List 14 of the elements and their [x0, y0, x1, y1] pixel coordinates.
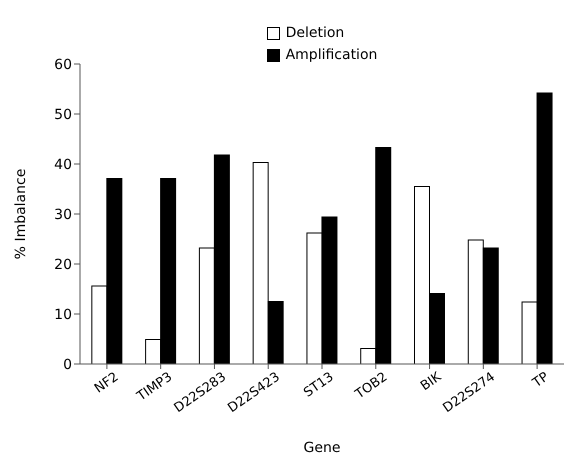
y-tick-label: 40	[54, 156, 72, 173]
legend-label: Amplification	[286, 46, 378, 65]
x-axis-title: Gene	[304, 440, 340, 456]
y-tick-label: 20	[54, 256, 72, 273]
y-tick-label: 10	[54, 306, 72, 323]
y-axis-title: % Imbalance	[12, 168, 29, 260]
legend-label: Deletion	[286, 24, 344, 43]
x-tick-label: BIK	[418, 369, 445, 394]
y-tick-label: 50	[54, 106, 72, 123]
y-tick-label: 30	[54, 206, 72, 223]
y-tick-label: 0	[63, 356, 72, 373]
x-tick-label: NF2	[92, 370, 122, 396]
y-tick-label: 60	[54, 56, 72, 73]
x-tick-label: TP	[529, 370, 552, 392]
